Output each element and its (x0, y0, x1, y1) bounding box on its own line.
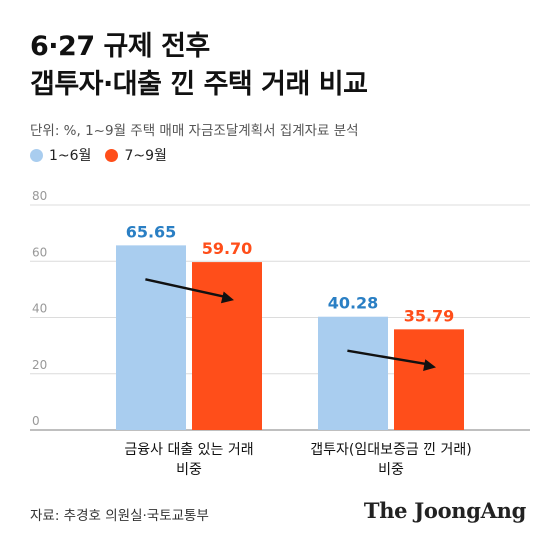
title-line-2: 갭투자·대출 낀 주택 거래 비교 (30, 69, 368, 100)
legend-item-series-2: 7~9월 (105, 145, 167, 165)
bar-1-0 (318, 316, 388, 430)
decrease-arrow-line-1 (347, 349, 429, 366)
legend-swatch-series-2 (105, 148, 119, 162)
decrease-arrow-line-0 (145, 278, 227, 299)
category-label-1-line-1: 비중 (378, 462, 404, 478)
y-tick-label-80: 80 (32, 189, 47, 203)
data-label-1-0: 40.28 (328, 294, 379, 313)
publisher-logo: The JoongAng (363, 498, 526, 523)
title-line-1: 6·27 규제 전후 (30, 31, 210, 62)
data-label-0-1: 59.70 (202, 239, 253, 258)
bar-0-1 (192, 262, 262, 430)
bar-0-0 (116, 245, 186, 430)
y-tick-label-20: 20 (32, 358, 47, 372)
bar-1-1 (394, 329, 464, 430)
legend-swatch-series-1 (30, 148, 43, 162)
y-tick-label-40: 40 (32, 302, 47, 316)
decrease-arrow-head-0 (220, 291, 234, 304)
source-note: 자료: 추경호 의원실·국토교통부 (30, 508, 209, 524)
unit-note: 단위: %, 1~9월 주택 매매 자금조달계획서 집계자료 분석 (30, 123, 359, 139)
decrease-arrow-head-1 (423, 359, 436, 372)
legend: 1~6월 7~9월 (30, 145, 167, 165)
y-tick-label-0: 0 (32, 414, 40, 428)
chart-title: 6·27 규제 전후 갭투자·대출 낀 주택 거래 비교 (30, 28, 368, 104)
data-label-1-1: 35.79 (404, 306, 455, 325)
category-label-1-line-0: 갭투자(임대보증금 낀 거래) (310, 442, 472, 458)
legend-item-series-1: 1~6월 (30, 145, 91, 165)
category-label-0-line-1: 비중 (176, 462, 202, 478)
legend-label-series-2: 7~9월 (124, 148, 167, 164)
legend-label-series-1: 1~6월 (49, 148, 92, 164)
data-label-0-0: 65.65 (126, 222, 177, 241)
category-label-0-line-0: 금융사 대출 있는 거래 (124, 442, 253, 458)
y-tick-label-60: 60 (32, 245, 47, 259)
